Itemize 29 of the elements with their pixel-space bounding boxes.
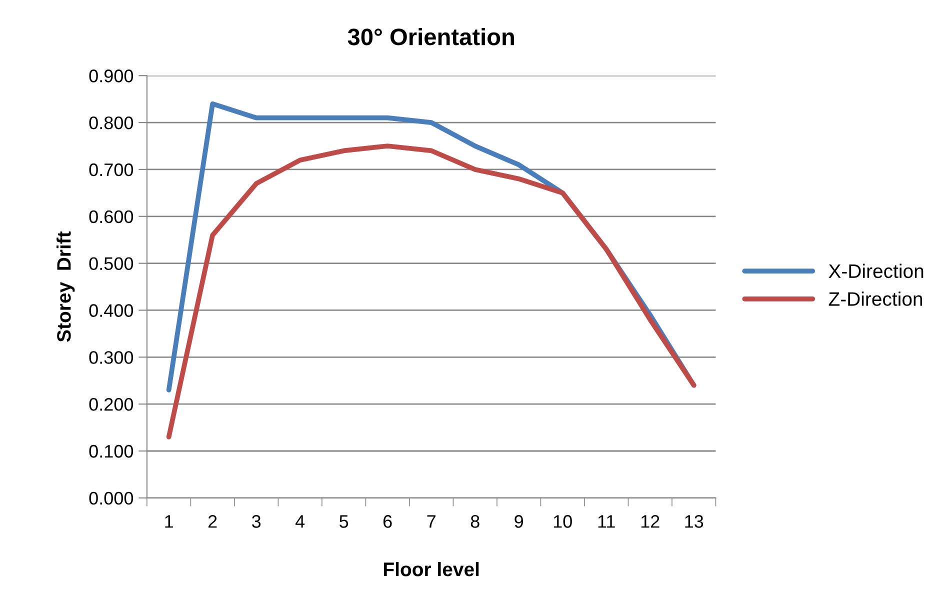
x-tick-label: 8 [470,515,480,528]
y-axis-title: Storey Drift [56,231,75,342]
x-tick-label: 2 [208,515,217,528]
y-tick-label: 0.000 [89,492,134,505]
y-tick-label: 0.700 [89,163,134,176]
line-series [166,144,696,440]
x-tick-label: 13 [685,515,704,528]
legend-label: Z-Direction [828,292,922,306]
x-tick-label: 9 [514,515,524,528]
x-tick-label: 3 [252,515,261,528]
x-tick-label: 6 [383,515,392,528]
legend-label: X-Direction [828,264,924,278]
y-tick-label: 0.300 [89,351,134,364]
y-tick-label: 0.500 [89,257,134,270]
x-tick-label: 7 [427,515,436,528]
y-tick-label: 0.900 [89,70,134,82]
y-tick-label: 0.400 [89,304,134,317]
y-tick-label: 0.100 [89,444,134,458]
x-tick-label: 5 [340,515,348,528]
chart-title: 30° Orientation [348,28,514,46]
y-tick-label: 0.600 [89,210,134,224]
y-tick-label: 0.200 [89,398,134,411]
y-tick-label: 0.800 [89,116,134,130]
x-tick-label: 1 [165,515,173,528]
x-axis-title: Floor level [384,562,479,576]
x-tick-label: 12 [641,515,660,528]
x-tick-label: 4 [295,515,305,528]
x-tick-label: 11 [598,515,615,528]
x-tick-label: 10 [554,515,572,528]
